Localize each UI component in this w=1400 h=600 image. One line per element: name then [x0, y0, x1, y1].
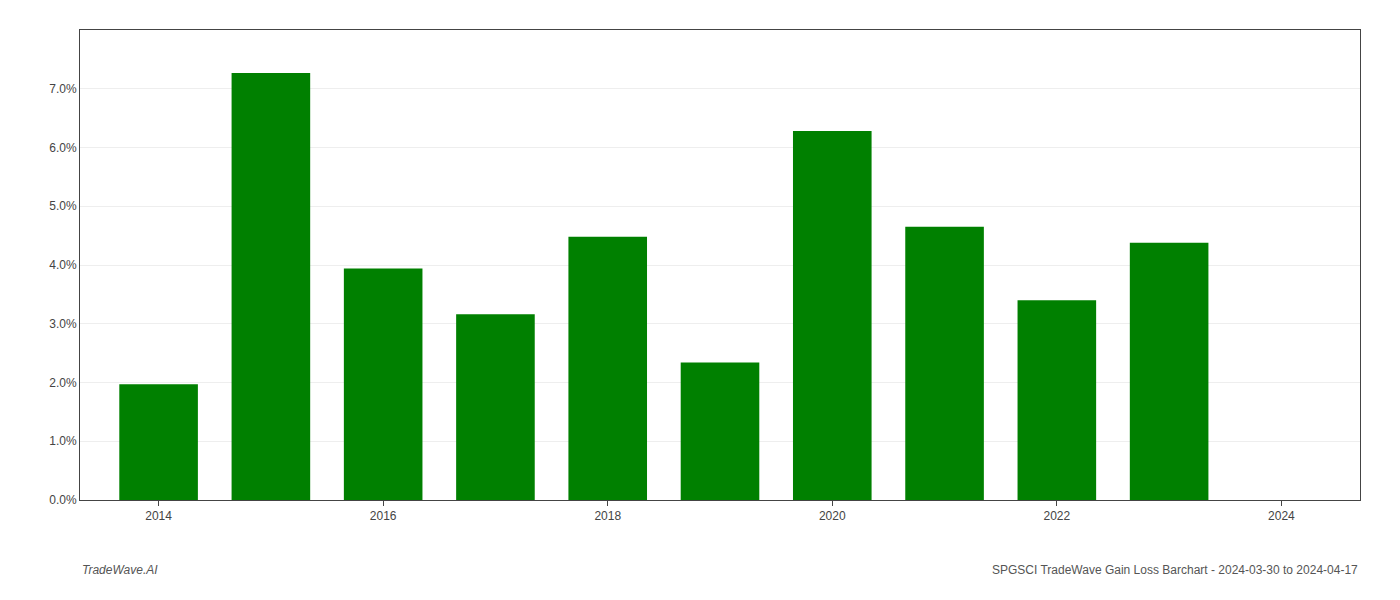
svg-text:2.0%: 2.0% [49, 376, 77, 390]
svg-text:2016: 2016 [370, 509, 397, 523]
svg-text:2024: 2024 [1268, 509, 1295, 523]
svg-text:2014: 2014 [145, 509, 172, 523]
svg-text:0.0%: 0.0% [49, 493, 77, 507]
svg-text:7.0%: 7.0% [49, 82, 77, 96]
svg-text:TradeWave.AI: TradeWave.AI [82, 563, 158, 577]
svg-text:5.0%: 5.0% [49, 199, 77, 213]
svg-text:3.0%: 3.0% [49, 317, 77, 331]
svg-text:2020: 2020 [819, 509, 846, 523]
svg-text:2018: 2018 [594, 509, 621, 523]
svg-text:1.0%: 1.0% [49, 434, 77, 448]
svg-text:4.0%: 4.0% [49, 258, 77, 272]
svg-text:2022: 2022 [1043, 509, 1070, 523]
svg-text:SPGSCI TradeWave Gain Loss Bar: SPGSCI TradeWave Gain Loss Barchart - 20… [992, 563, 1358, 577]
svg-text:6.0%: 6.0% [49, 141, 77, 155]
